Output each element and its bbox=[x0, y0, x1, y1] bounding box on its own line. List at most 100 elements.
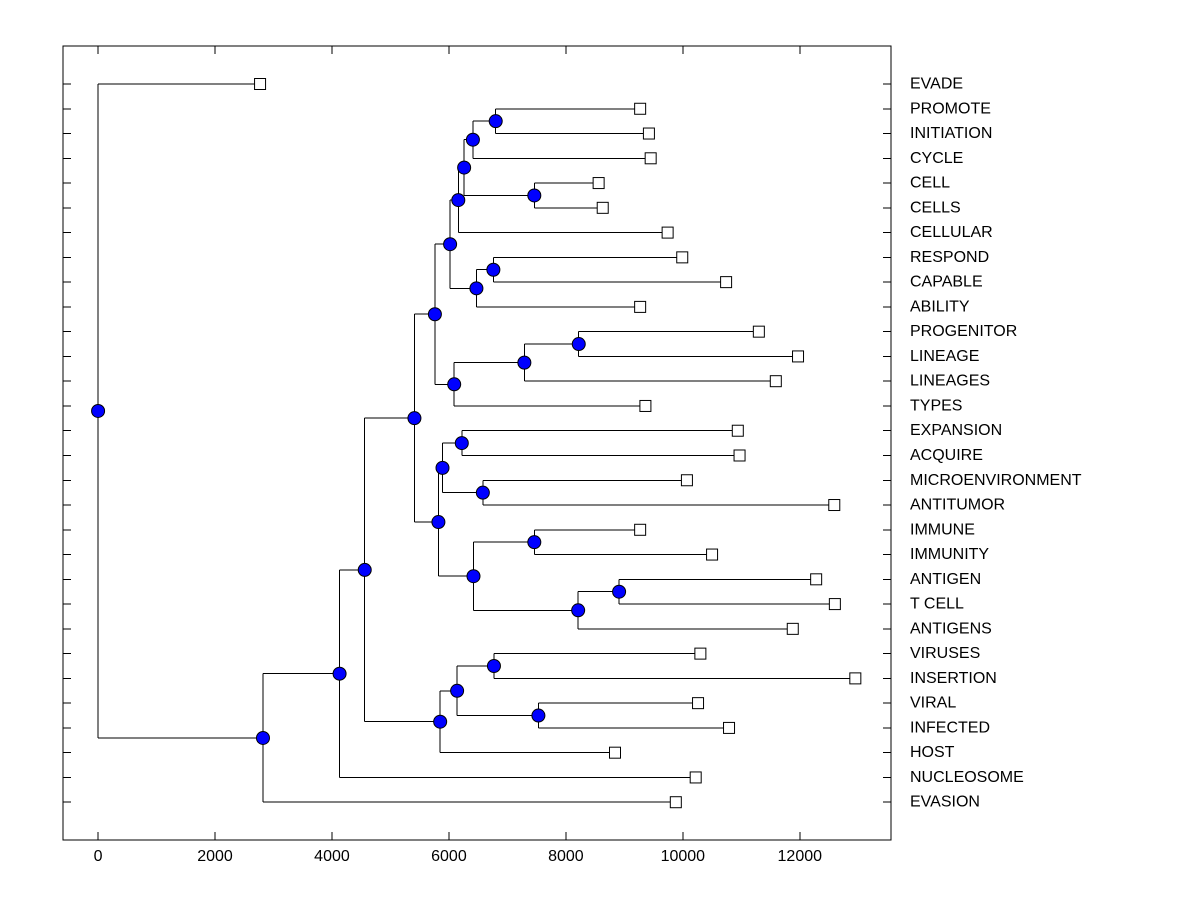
leaf-label: CELLULAR bbox=[910, 224, 993, 241]
leaf-marker bbox=[723, 721, 736, 734]
x-tick-label: 4000 bbox=[314, 848, 350, 865]
internal-node-marker bbox=[517, 355, 532, 370]
leaf-marker bbox=[609, 746, 621, 759]
x-tick-label: 0 bbox=[94, 848, 103, 865]
leaf-marker bbox=[828, 598, 841, 611]
internal-node-marker bbox=[447, 377, 462, 392]
leaf-label: ABILITY bbox=[910, 298, 970, 315]
leaf-label: EXPANSION bbox=[910, 422, 1002, 439]
internal-node-marker bbox=[450, 683, 465, 698]
internal-node-marker bbox=[91, 403, 106, 418]
leaf-label: ANTITUMOR bbox=[910, 497, 1005, 514]
internal-node-marker bbox=[571, 603, 586, 618]
leaf-marker bbox=[634, 300, 647, 313]
leaf-label: LINEAGE bbox=[910, 348, 979, 365]
x-tick-label: 10000 bbox=[661, 848, 706, 865]
leaf-label: INSERTION bbox=[910, 670, 997, 687]
internal-node-marker bbox=[486, 659, 501, 674]
leaf-marker bbox=[752, 325, 765, 338]
x-tick-label: 8000 bbox=[548, 848, 584, 865]
x-tick-label: 12000 bbox=[778, 848, 823, 865]
leaf-marker bbox=[769, 375, 782, 388]
internal-node-marker bbox=[466, 569, 481, 584]
leaf-marker bbox=[792, 350, 805, 363]
internal-node-marker bbox=[255, 730, 270, 745]
internal-node-marker bbox=[431, 515, 446, 530]
leaf-label: NUCLEOSOME bbox=[910, 769, 1024, 786]
leaf-label: VIRAL bbox=[910, 695, 956, 712]
internal-node-marker bbox=[531, 708, 546, 723]
leaf-marker bbox=[692, 697, 705, 710]
leaf-marker bbox=[689, 771, 702, 784]
leaf-label: EVADE bbox=[910, 76, 963, 93]
internal-node-marker bbox=[486, 262, 501, 277]
leaf-marker bbox=[786, 622, 799, 635]
leaf-marker bbox=[733, 449, 746, 462]
leaf-label: ACQUIRE bbox=[910, 447, 983, 464]
leaf-label: PROGENITOR bbox=[910, 323, 1017, 340]
leaf-label: LINEAGES bbox=[910, 373, 990, 390]
internal-node-marker bbox=[612, 584, 627, 599]
leaf-marker bbox=[706, 548, 719, 561]
internal-node-marker bbox=[454, 436, 469, 451]
leaf-label: EVASION bbox=[910, 794, 980, 811]
leaf-marker bbox=[592, 177, 605, 190]
leaf-label: INITIATION bbox=[910, 125, 992, 142]
leaf-marker bbox=[644, 152, 657, 165]
leaf-marker bbox=[680, 474, 693, 487]
x-tick-label: 6000 bbox=[431, 848, 467, 865]
leaf-label: VIRUSES bbox=[910, 645, 980, 662]
leaf-label: CELL bbox=[910, 175, 950, 192]
leaf-label: TYPES bbox=[910, 397, 962, 414]
leaf-marker bbox=[661, 226, 674, 239]
internal-node-marker bbox=[571, 337, 586, 352]
leaf-label: T CELL bbox=[910, 596, 964, 613]
leaf-label: CELLS bbox=[910, 199, 961, 216]
leaf-label: ANTIGENS bbox=[910, 620, 992, 637]
leaf-label: HOST bbox=[910, 744, 955, 761]
internal-node-marker bbox=[433, 714, 448, 729]
internal-node-marker bbox=[469, 281, 484, 296]
leaf-label: ANTIGEN bbox=[910, 571, 981, 588]
leaf-label: IMMUNE bbox=[910, 521, 975, 538]
leaf-marker bbox=[720, 276, 733, 289]
internal-node-marker bbox=[457, 160, 472, 175]
leaf-marker bbox=[731, 424, 744, 437]
x-tick-label: 2000 bbox=[197, 848, 233, 865]
internal-node-marker bbox=[443, 237, 458, 252]
leaf-label: INFECTED bbox=[910, 719, 990, 736]
internal-node-marker bbox=[435, 460, 450, 475]
leaf-marker bbox=[694, 647, 707, 660]
internal-node-marker bbox=[427, 307, 442, 322]
leaf-label: PROMOTE bbox=[910, 100, 991, 117]
leaf-marker bbox=[634, 523, 647, 536]
leaf-marker bbox=[669, 796, 682, 809]
internal-node-marker bbox=[527, 535, 542, 550]
leaf-label: CAPABLE bbox=[910, 274, 983, 291]
leaf-label: MICROENVIRONMENT bbox=[910, 472, 1082, 489]
leaf-marker bbox=[254, 78, 267, 90]
internal-node-marker bbox=[451, 193, 466, 208]
internal-node-marker bbox=[488, 114, 503, 129]
leaf-label: RESPOND bbox=[910, 249, 989, 266]
leaf-marker bbox=[642, 127, 655, 140]
leaf-marker bbox=[810, 573, 823, 586]
internal-node-marker bbox=[475, 485, 490, 500]
leaf-marker bbox=[676, 251, 689, 264]
internal-node-marker bbox=[527, 188, 542, 203]
leaf-marker bbox=[849, 672, 862, 685]
leaf-marker bbox=[828, 499, 841, 512]
internal-node-marker bbox=[357, 562, 372, 577]
leaf-label: IMMUNITY bbox=[910, 546, 989, 563]
internal-node-marker bbox=[332, 666, 347, 681]
plot-frame bbox=[62, 45, 892, 841]
leaf-marker bbox=[634, 102, 647, 115]
internal-node-marker bbox=[465, 132, 480, 147]
internal-node-marker bbox=[407, 411, 422, 426]
leaf-marker bbox=[639, 399, 652, 412]
leaf-label: CYCLE bbox=[910, 150, 963, 167]
leaf-marker bbox=[596, 201, 609, 214]
